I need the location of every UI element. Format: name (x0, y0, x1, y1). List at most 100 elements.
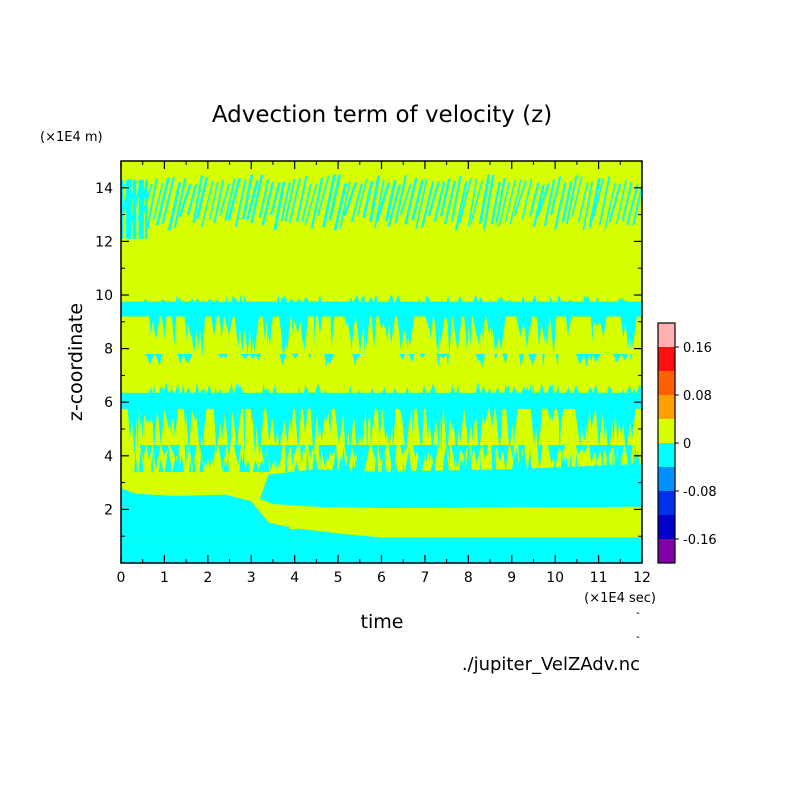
y-tick-label: 10 (95, 288, 113, 304)
negative-finger-lower (412, 445, 420, 458)
negative-finger-upper (388, 315, 396, 345)
negative-finger-upper (262, 315, 268, 342)
negative-spike-upper (457, 295, 463, 304)
negative-spike-lower (333, 442, 339, 472)
negative-finger-lower (599, 445, 605, 472)
negative-finger-upper (620, 315, 627, 339)
negative-spike-middle (422, 385, 427, 395)
negative-finger-middle (611, 407, 616, 445)
negative-spike-lower (381, 449, 387, 472)
y-tick-label: 8 (104, 342, 113, 358)
negative-spike-middle (314, 382, 321, 395)
negative-streak-top (387, 184, 401, 227)
negative-spike-lower (632, 448, 635, 472)
positive-patch-lower (587, 522, 596, 530)
negative-finger-middle (489, 407, 495, 428)
negative-streak-top (532, 185, 545, 227)
negative-spike-middle (199, 389, 205, 395)
negative-spike-upper (360, 295, 364, 304)
positive-patch-lower (598, 523, 606, 530)
negative-streak-top (427, 181, 441, 216)
positive-patch-lower (421, 516, 434, 523)
negative-spike-upper (318, 293, 322, 304)
negative-finger-lower (467, 445, 471, 458)
negative-streak-top (145, 179, 148, 239)
negative-spike-upper (276, 294, 280, 304)
negative-spike-lower (341, 446, 347, 472)
negative-finger-mid (279, 353, 287, 366)
negative-finger-upper (479, 315, 485, 327)
negative-finger-middle (427, 407, 438, 449)
negative-finger-middle (602, 407, 606, 442)
negative-spike-middle (495, 387, 500, 395)
colorbar-swatch (658, 515, 675, 539)
negative-spike-middle (520, 385, 528, 395)
negative-spike-upper (617, 297, 623, 304)
positive-patch-lower (520, 524, 536, 531)
negative-spike-middle (206, 384, 212, 395)
negative-finger-lower (290, 445, 295, 468)
negative-spike-lower (199, 448, 204, 472)
negative-finger-upper (193, 315, 198, 353)
x-unit-label: (×1E4 sec) (584, 591, 656, 606)
negative-finger-upper (525, 315, 529, 330)
negative-streak-top (454, 181, 468, 231)
negative-spike-lower (351, 460, 355, 472)
negative-finger-upper (371, 315, 377, 349)
negative-streak-top (550, 176, 562, 215)
negative-finger-mid (324, 353, 335, 365)
positive-patch-lower (326, 524, 343, 532)
negative-finger-middle (506, 407, 515, 451)
negative-spike-middle (405, 386, 410, 395)
positive-patch-lower (631, 525, 642, 533)
negative-spike-upper (471, 299, 478, 304)
negative-spike-upper (418, 298, 420, 304)
negative-spike-lower (158, 457, 164, 472)
negative-finger-mid (555, 353, 559, 367)
x-tick-label: 8 (464, 570, 473, 586)
negative-streak-top (208, 181, 219, 220)
negative-finger-lower (204, 445, 209, 469)
negative-band-lower (259, 463, 642, 509)
negative-finger-lower (152, 445, 161, 470)
negative-streak-top (301, 183, 312, 223)
negative-streak-top (626, 184, 639, 226)
negative-finger-lower (302, 445, 306, 455)
negative-spike-middle (194, 382, 200, 395)
negative-spike-upper (595, 296, 599, 304)
negative-finger-mid (542, 353, 545, 368)
positive-patch-lower (302, 515, 316, 522)
negative-finger-mid (308, 353, 312, 362)
negative-streak-top (146, 178, 158, 230)
negative-streak-top (343, 182, 358, 216)
negative-finger-middle (254, 407, 265, 457)
negative-streak-top (420, 181, 435, 228)
negative-spike-lower (491, 446, 494, 472)
negative-spike-lower (620, 445, 623, 472)
negative-spike-upper (549, 295, 552, 304)
negative-spike-upper (302, 296, 310, 304)
negative-finger-middle (470, 407, 474, 442)
negative-streak-top (404, 177, 418, 225)
negative-spike-upper (159, 299, 167, 304)
x-tick-label: 10 (546, 570, 564, 586)
negative-spike-middle (632, 388, 636, 395)
colorbar-swatch (658, 443, 675, 467)
negative-finger-mid (494, 353, 498, 360)
negative-spike-lower (404, 458, 412, 472)
negative-finger-lower (481, 445, 489, 460)
negative-spike-middle (512, 385, 515, 395)
negative-finger-upper (434, 315, 441, 348)
negative-finger-lower (233, 445, 242, 465)
negative-finger-lower (227, 445, 231, 458)
negative-streak-top (490, 182, 501, 225)
negative-finger-lower (417, 445, 427, 471)
negative-streak-top (138, 179, 141, 239)
negative-finger-upper (598, 315, 607, 338)
negative-finger-middle (157, 407, 165, 447)
negative-finger-lower (620, 445, 624, 457)
colorbar-swatch (658, 419, 675, 443)
negative-finger-upper (351, 315, 357, 329)
negative-spike-middle (430, 383, 437, 395)
negative-streak-top (128, 179, 131, 239)
